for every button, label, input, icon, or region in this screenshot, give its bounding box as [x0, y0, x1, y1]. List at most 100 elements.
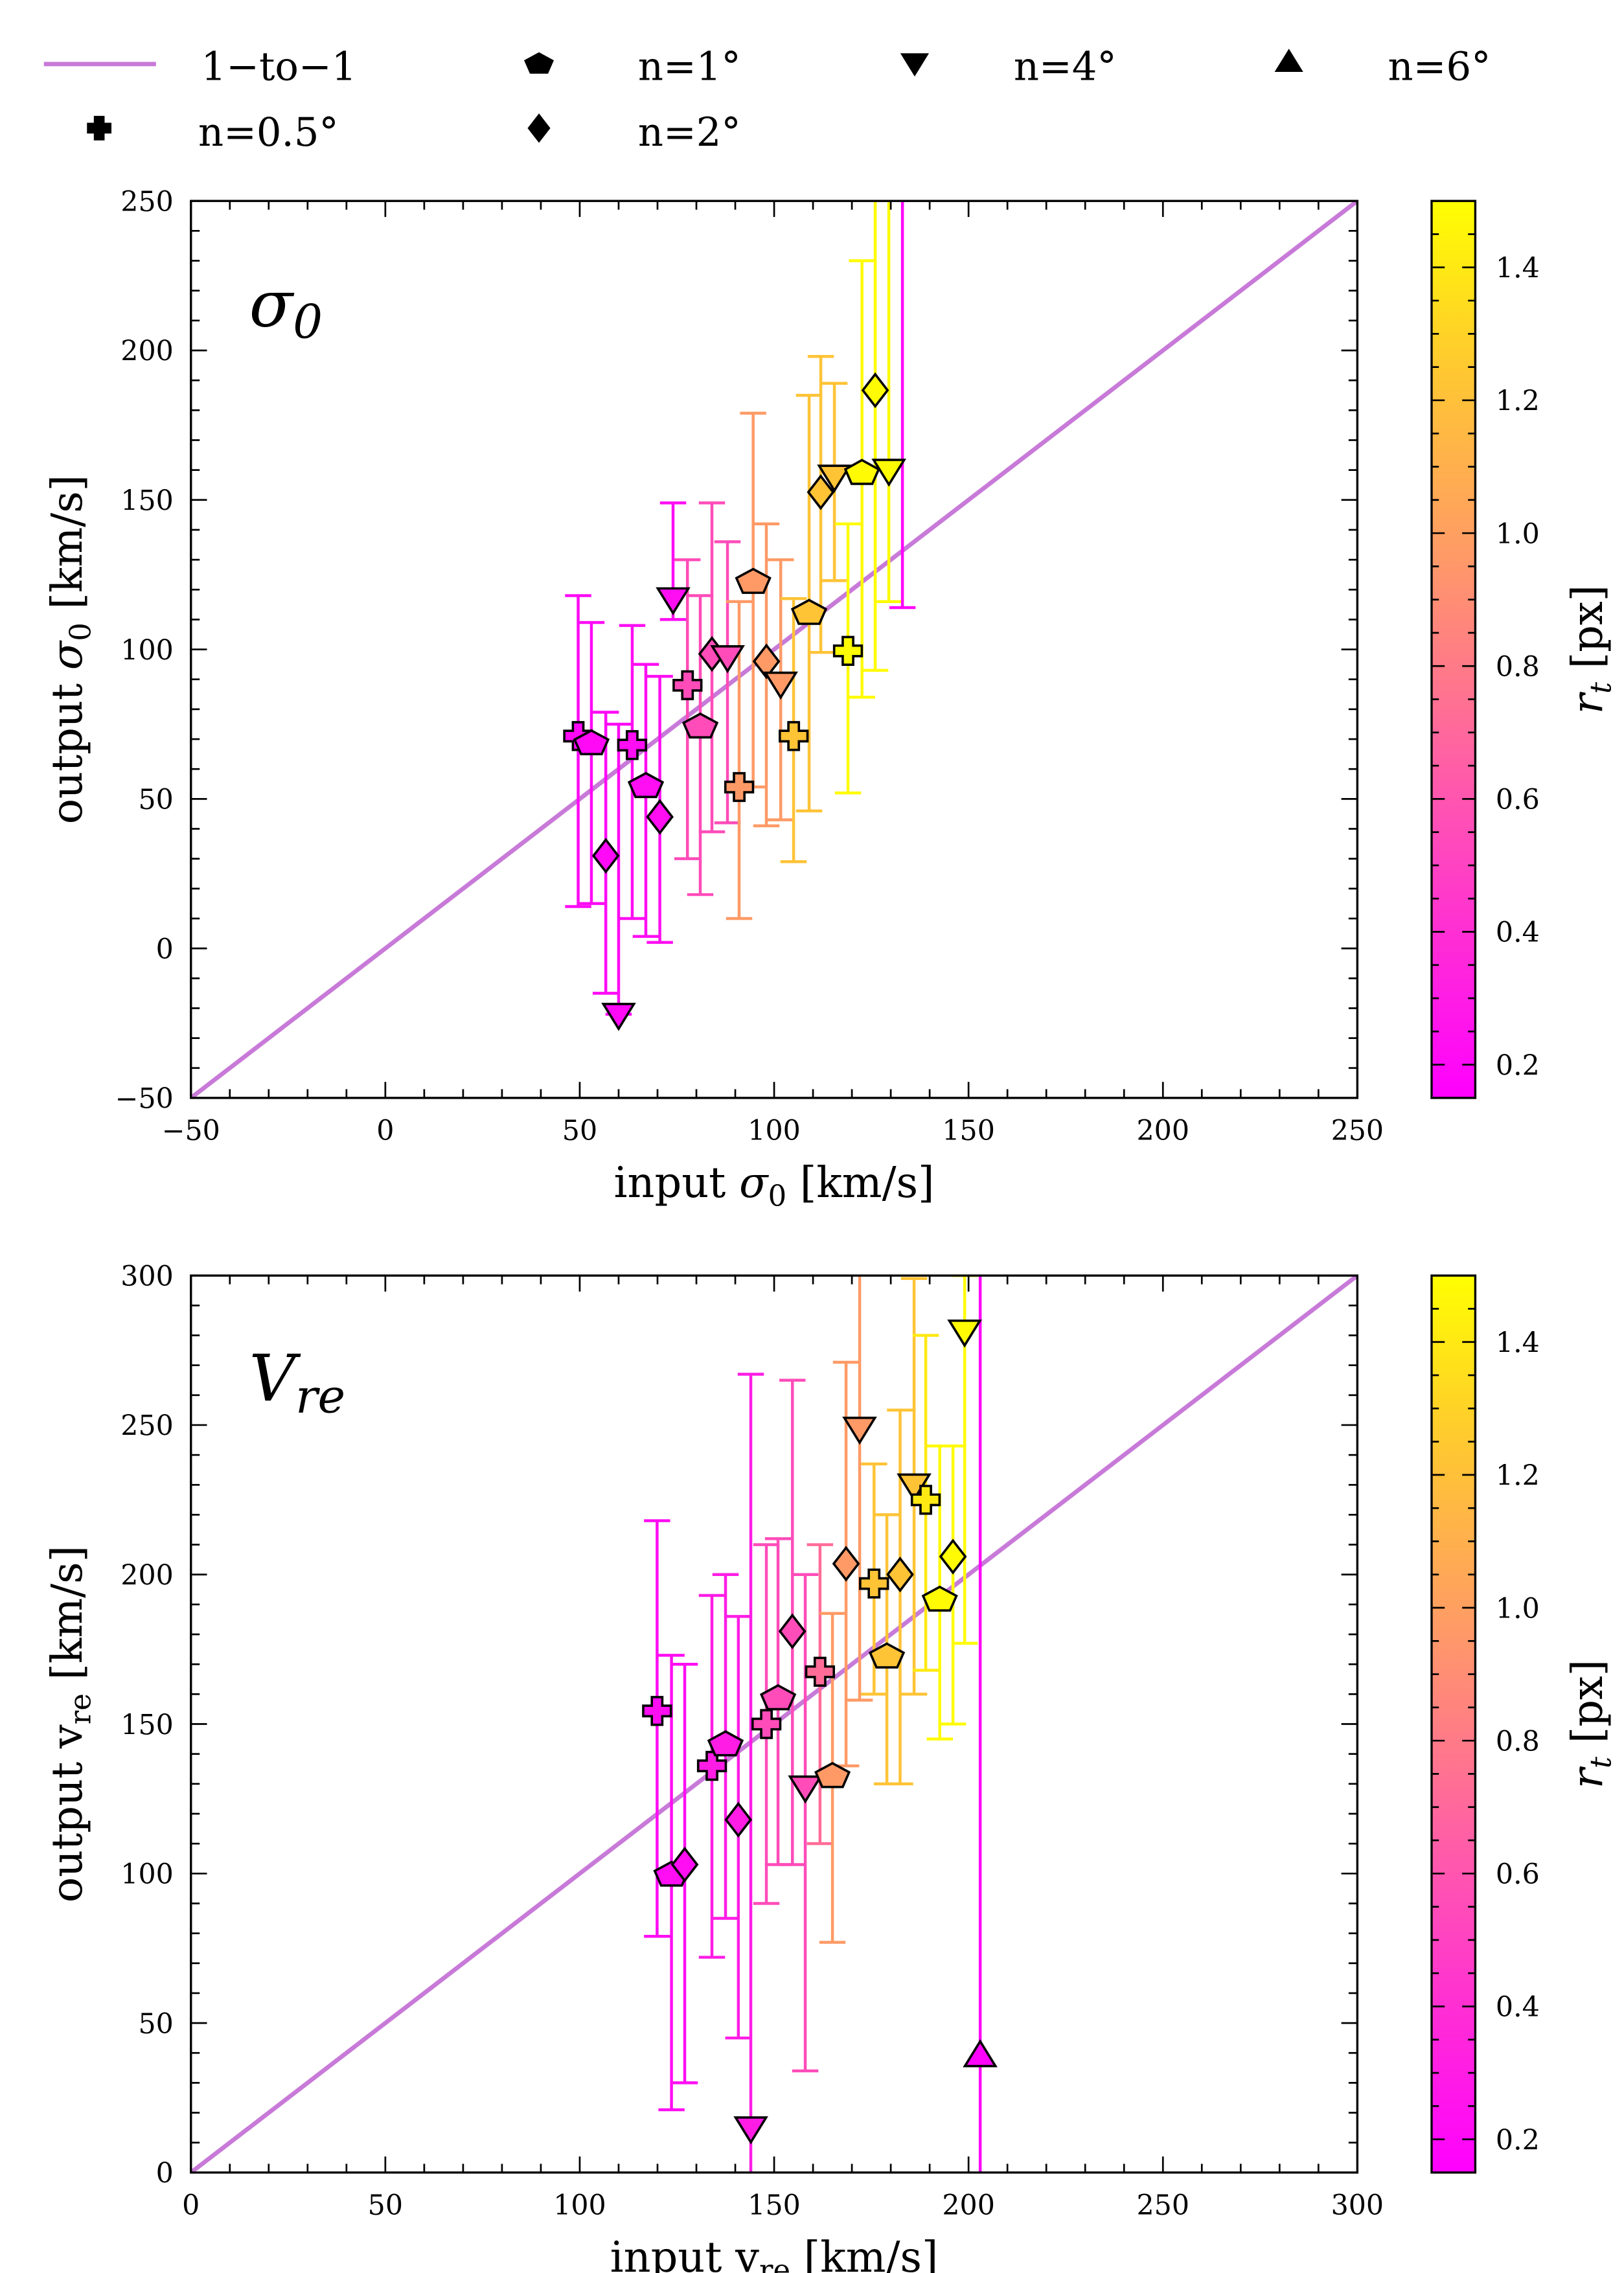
x-tick-label: 50	[562, 1115, 597, 1147]
colorbar-tick-label: 0.2	[1496, 2124, 1540, 2156]
label-text: input	[610, 2233, 735, 2273]
panel-label: σ0	[249, 268, 323, 349]
y-tick-label: 100	[120, 1858, 174, 1891]
data-point-pentagon	[681, 712, 719, 739]
y-axis-label: output σ0 [km/s]	[43, 475, 97, 824]
label-symbol: v	[735, 2233, 759, 2273]
label-text: [km/s]	[43, 1546, 92, 1693]
data-point-pentagon	[814, 1761, 851, 1788]
colorbar: 0.2 0.4 0.6 0.8 1.0 1.2 1.4 rt [px]	[1430, 200, 1618, 1099]
data-point-diamond	[806, 474, 835, 510]
error-bar	[792, 1573, 819, 2073]
error-bar	[875, 201, 902, 603]
label-symbol: σ	[43, 640, 92, 670]
data-point-pentagon	[843, 459, 880, 485]
sigma0-panel: −50 0 50 100 150 200 250 −50 0 50 100 150 200 250 inpu…	[43, 186, 1618, 1213]
data-point-pentagon	[759, 1684, 797, 1711]
label-text: output	[43, 670, 92, 824]
y-tick-label: 50	[138, 2008, 173, 2040]
legend-pentagon-icon	[524, 52, 555, 74]
data-point-plus	[617, 730, 648, 760]
data-point-diamond	[939, 1538, 967, 1575]
y-tick-label: 250	[120, 186, 174, 218]
data-point-pentagon	[573, 729, 610, 755]
error-bar	[740, 411, 766, 789]
x-axis-label: input σ0 [km/s]	[614, 1158, 935, 1213]
y-tick-label: 250	[120, 1410, 174, 1443]
data-point-triangle-down	[710, 645, 745, 674]
x-tick-label: 0	[182, 2189, 200, 2222]
error-bar	[687, 594, 714, 897]
data-point-triangle-down	[656, 587, 691, 616]
data-point-pentagon	[790, 599, 828, 625]
legend-label: n=4°	[1014, 45, 1117, 90]
data-point-plus	[642, 1696, 672, 1726]
legend-label: n=2°	[638, 110, 741, 155]
label-symbol: σ	[739, 1158, 769, 1207]
colorbar-label-subscript: t	[1583, 1756, 1618, 1768]
label-text: output	[43, 1748, 92, 1902]
label-subscript: 0	[768, 1178, 787, 1213]
y-tick-label: 150	[120, 485, 174, 518]
y-tick-label: 200	[120, 336, 174, 368]
y-tick-label: −50	[115, 1083, 174, 1115]
error-bar	[806, 1543, 834, 1845]
label-subscript: re	[759, 2253, 790, 2273]
colorbar-label: rt [px]	[1563, 1660, 1618, 1788]
data-point-triangle-down	[733, 2116, 768, 2145]
legend: 1−to−1 n=1° n=4° n=6° n=0.5° n=2°	[43, 45, 1491, 155]
plot-area	[190, 1275, 1358, 2173]
data-point-plus	[832, 635, 863, 666]
legend-label: 1−to−1	[201, 45, 356, 90]
data-point-plus	[805, 1656, 836, 1687]
x-tick-label: 200	[1136, 1115, 1189, 1147]
data-point-diamond	[861, 372, 889, 409]
x-tick-label: 150	[942, 1115, 995, 1147]
y-tick-label: 100	[120, 634, 174, 667]
error-bar	[714, 540, 741, 825]
legend-label: n=1°	[638, 45, 741, 90]
legend-diamond-icon	[527, 113, 551, 143]
panel-label-sub: 0	[293, 295, 323, 349]
data-point-plus	[910, 1485, 941, 1515]
data-point-plus	[672, 670, 703, 701]
error-bar	[619, 624, 646, 920]
error-bar	[565, 594, 591, 908]
colorbar: 0.2 0.4 0.6 0.8 1.0 1.2 1.4 rt [px]	[1430, 1274, 1618, 2174]
legend-label: n=0.5°	[198, 110, 339, 155]
error-bar	[632, 663, 659, 938]
error-bar	[939, 1445, 966, 1726]
y-tick-label: 150	[120, 1709, 174, 1741]
x-tick-label: 100	[553, 2189, 606, 2222]
label-symbol: v	[43, 1724, 92, 1749]
data-point-plus	[859, 1568, 889, 1599]
data-point-pentagon	[707, 1730, 744, 1757]
data-point-pentagon	[735, 567, 772, 594]
data-point-pentagon	[921, 1585, 958, 1612]
data-point-diamond	[752, 643, 781, 680]
x-tick-label: 300	[1331, 2189, 1384, 2222]
data-point-triangle-up	[963, 2039, 998, 2068]
colorbar-label-unit: [px]	[1563, 585, 1612, 682]
legend-triangle-up-icon	[1274, 49, 1303, 73]
y-axis-label: output vre [km/s]	[43, 1546, 97, 1902]
legend-label: n=6°	[1388, 45, 1491, 90]
label-text: input	[614, 1158, 739, 1207]
colorbar-tick-label: 1.0	[1496, 1593, 1540, 1625]
y-tick-label: 0	[156, 2158, 174, 2190]
x-tick-label: 150	[748, 2189, 801, 2222]
data-point-plus	[724, 771, 755, 803]
colorbar-tick-label: 0.8	[1496, 1726, 1540, 1758]
data-point-triangle-down	[601, 1003, 636, 1031]
data-point-triangle-down	[842, 1416, 877, 1445]
data-point-triangle-down	[817, 464, 852, 493]
label-text: [km/s]	[43, 475, 92, 623]
colorbar-tick-label: 0.6	[1496, 1858, 1540, 1891]
legend-triangle-down-icon	[900, 53, 930, 77]
data-point-triangle-down	[947, 1319, 982, 1348]
plot-area	[190, 201, 1358, 1098]
data-point-triangle-down	[788, 1775, 823, 1804]
colorbar-scale	[1430, 200, 1477, 1099]
x-tick-label: 0	[376, 1115, 394, 1147]
